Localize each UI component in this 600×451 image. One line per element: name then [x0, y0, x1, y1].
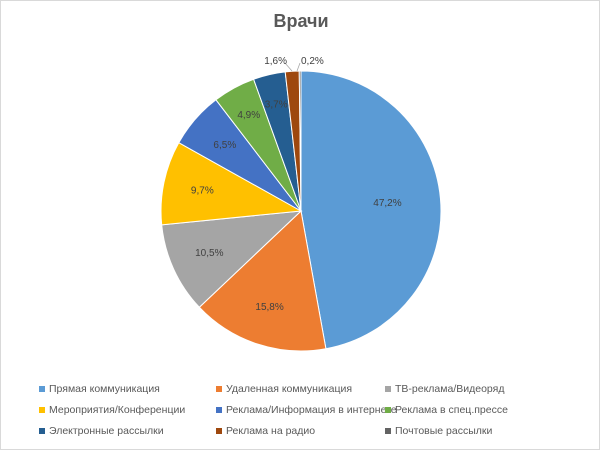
legend-item-3: ТВ-реклама/Видеоряд — [385, 383, 504, 395]
legend-swatch — [385, 428, 391, 434]
pie-slice-4 — [160, 141, 303, 226]
slice-label-5: 6,5% — [213, 140, 236, 151]
legend-label: Прямая коммуникация — [49, 383, 160, 395]
legend-item-2: Удаленная коммуникация — [216, 383, 352, 395]
legend-swatch — [216, 407, 222, 413]
legend-item-4: Мероприятия/Конференции — [39, 404, 185, 416]
slice-label-4: 9,7% — [191, 185, 214, 196]
slice-label-1: 47,2% — [373, 198, 401, 209]
legend-label: Удаленная коммуникация — [226, 383, 353, 395]
legend-label: Почтовые рассылки — [395, 425, 493, 437]
legend-swatch — [39, 428, 45, 434]
legend-swatch — [385, 386, 391, 392]
legend-swatch — [385, 407, 391, 413]
legend-label: Мероприятия/Конференции — [49, 404, 186, 416]
legend-item-1: Прямая коммуникация — [39, 383, 160, 395]
legend-label: Реклама/Информация в интернете — [226, 404, 397, 416]
legend-item-7: Электронные рассылки — [39, 425, 164, 437]
legend-item-9: Почтовые рассылки — [385, 425, 492, 437]
pie-slice-3 — [161, 210, 303, 308]
slice-label-8: 1,6% — [264, 56, 287, 67]
legend-item-8: Реклама на радио — [216, 425, 315, 437]
legend-label: Реклама на радио — [226, 425, 316, 437]
legend-label: ТВ-реклама/Видеоряд — [395, 383, 505, 395]
legend-swatch — [216, 386, 222, 392]
legend-item-5: Реклама/Информация в интернете — [216, 404, 397, 416]
slice-label-3: 10,5% — [195, 248, 223, 259]
pie-slice-2 — [198, 210, 327, 352]
leader-line-9 — [296, 62, 301, 72]
leader-line-8 — [284, 62, 293, 72]
chart-title: Врачи — [273, 11, 329, 31]
slice-label-6: 4,9% — [237, 110, 260, 121]
legend-swatch — [216, 428, 222, 434]
slice-label-9: 0,2% — [301, 56, 324, 67]
legend-label: Электронные рассылки — [49, 425, 164, 437]
pie-slice-9 — [298, 70, 302, 212]
pie-slice-1 — [300, 70, 442, 350]
legend-swatch — [39, 407, 45, 413]
slice-label-2: 15,8% — [255, 302, 283, 313]
slice-label-7: 3,7% — [265, 100, 288, 111]
legend-label: Реклама в спец.прессе — [395, 404, 508, 416]
legend-swatch — [39, 386, 45, 392]
legend-item-6: Реклама в спец.прессе — [385, 404, 508, 416]
